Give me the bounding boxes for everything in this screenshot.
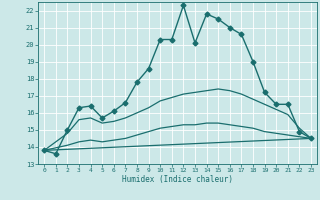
X-axis label: Humidex (Indice chaleur): Humidex (Indice chaleur): [122, 175, 233, 184]
